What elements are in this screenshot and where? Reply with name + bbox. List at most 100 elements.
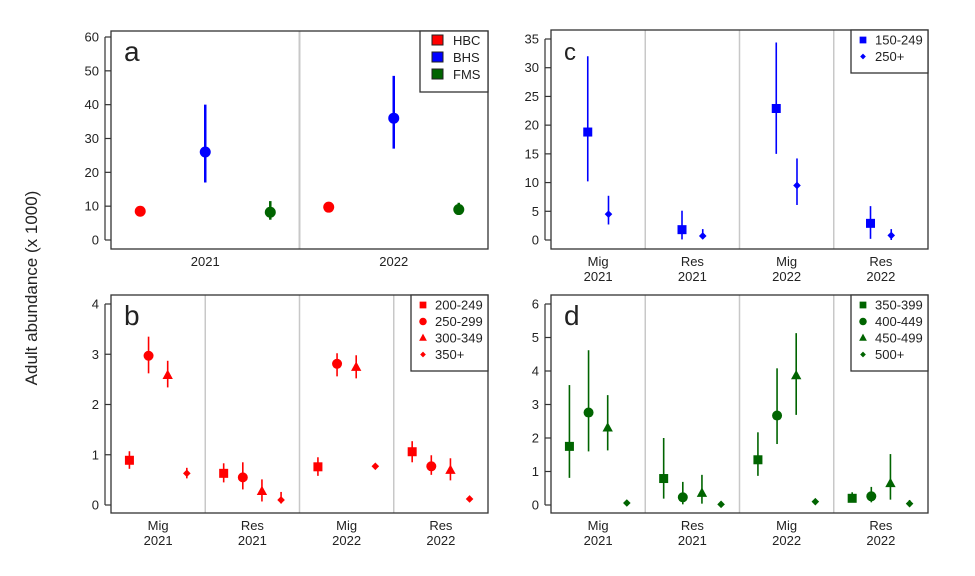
x-tick-label: Res bbox=[681, 518, 705, 533]
legend-label: FMS bbox=[453, 67, 481, 82]
x-tick-label: 2022 bbox=[866, 269, 895, 284]
legend-label: 400-449 bbox=[875, 314, 923, 329]
data-point bbox=[604, 210, 613, 218]
x-tick-label: Mig bbox=[148, 518, 169, 533]
data-point bbox=[426, 461, 437, 472]
data-point bbox=[332, 358, 343, 369]
y-tick-label: 10 bbox=[85, 199, 99, 214]
x-tick-label: 2021 bbox=[584, 269, 613, 284]
legend-label: 200-249 bbox=[435, 298, 483, 313]
legend-label: 500+ bbox=[875, 347, 904, 362]
y-tick-label: 2 bbox=[92, 397, 99, 412]
data-point bbox=[659, 474, 669, 484]
x-tick-label: 2022 bbox=[426, 533, 455, 548]
x-tick-label: 2022 bbox=[772, 533, 801, 548]
y-tick-label: 40 bbox=[85, 97, 99, 112]
data-point bbox=[465, 495, 474, 503]
legend-label: HBC bbox=[453, 33, 480, 48]
y-tick-label: 3 bbox=[532, 397, 539, 412]
series-250-299 bbox=[143, 336, 437, 490]
plot-border bbox=[550, 294, 929, 514]
data-point bbox=[277, 496, 285, 504]
series-150-249 bbox=[583, 42, 876, 240]
data-point bbox=[887, 231, 896, 240]
series-HBC bbox=[134, 201, 335, 217]
x-tick-label: Mig bbox=[776, 518, 797, 533]
legend-label: 150-249 bbox=[875, 33, 923, 48]
x-tick-label: Mig bbox=[588, 518, 609, 533]
data-point bbox=[866, 218, 876, 228]
data-point bbox=[388, 112, 400, 124]
data-point bbox=[124, 455, 134, 465]
x-tick-label: 2021 bbox=[678, 533, 707, 548]
y-tick-label: 30 bbox=[85, 131, 99, 146]
legend-marker bbox=[419, 333, 427, 341]
data-point bbox=[199, 146, 211, 158]
data-point bbox=[847, 493, 857, 503]
data-point bbox=[143, 350, 154, 361]
data-point bbox=[583, 407, 594, 418]
panel-label: a bbox=[124, 36, 140, 67]
x-tick-label: Res bbox=[241, 518, 265, 533]
legend-label: 450-499 bbox=[875, 331, 923, 346]
panel-a: 0 10 20 30 40 50 60 2021 2022 a HBC BHS FMS bbox=[85, 30, 489, 269]
y-tick-label: 5 bbox=[532, 204, 539, 219]
y-tick-label: 0 bbox=[92, 233, 99, 248]
legend-swatch bbox=[431, 68, 444, 80]
legend-marker bbox=[419, 317, 427, 326]
y-tick-label: 20 bbox=[85, 165, 99, 180]
legend-marker bbox=[859, 301, 867, 309]
x-tick-label: Res bbox=[681, 254, 705, 269]
data-point bbox=[905, 499, 914, 508]
data-point bbox=[677, 492, 688, 503]
y-tick-label: 60 bbox=[85, 30, 99, 45]
y-tick-label: 0 bbox=[532, 233, 539, 248]
y-tick-label: 35 bbox=[525, 32, 539, 47]
data-point bbox=[183, 469, 191, 478]
y-tick-label: 25 bbox=[525, 89, 539, 104]
data-point bbox=[811, 497, 820, 506]
data-point bbox=[162, 369, 173, 379]
data-point bbox=[793, 181, 801, 190]
data-point bbox=[866, 491, 877, 502]
data-point bbox=[237, 472, 248, 483]
y-tick-label: 4 bbox=[92, 297, 99, 312]
data-point bbox=[351, 361, 362, 371]
y-tick-label: 3 bbox=[92, 347, 99, 362]
data-point bbox=[696, 487, 708, 497]
y-tick-label: 5 bbox=[532, 330, 539, 345]
legend-label: 300-349 bbox=[435, 331, 483, 346]
data-point bbox=[771, 103, 781, 113]
x-tick-label: Mig bbox=[588, 254, 609, 269]
data-point bbox=[407, 447, 417, 457]
x-tick-label: 2021 bbox=[191, 254, 220, 269]
legend-label: 250+ bbox=[875, 49, 904, 64]
x-tick-label: Res bbox=[869, 254, 893, 269]
series-350-399 bbox=[564, 385, 857, 503]
x-tick-label: Mig bbox=[336, 518, 357, 533]
data-point bbox=[453, 204, 465, 216]
x-tick-label: Mig bbox=[776, 254, 797, 269]
data-point bbox=[698, 232, 707, 240]
series-250+ bbox=[604, 158, 896, 240]
data-point bbox=[219, 468, 229, 478]
legend-box bbox=[850, 29, 929, 74]
x-tick-label: Res bbox=[869, 518, 893, 533]
legend-marker bbox=[420, 351, 426, 358]
y-tick-label: 0 bbox=[92, 498, 99, 513]
legend-marker bbox=[859, 36, 867, 44]
x-tick-label: 2022 bbox=[332, 533, 361, 548]
legend-label: 250-299 bbox=[435, 314, 483, 329]
data-point bbox=[602, 422, 613, 432]
x-tick-label: Res bbox=[429, 518, 453, 533]
data-point bbox=[313, 462, 323, 472]
x-tick-label: 2022 bbox=[772, 269, 801, 284]
x-tick-label: 2021 bbox=[678, 269, 707, 284]
legend-box bbox=[419, 30, 489, 93]
panel-label: d bbox=[564, 300, 580, 331]
series-350+ bbox=[183, 462, 474, 504]
data-point bbox=[134, 205, 146, 217]
y-tick-label: 10 bbox=[525, 175, 539, 190]
